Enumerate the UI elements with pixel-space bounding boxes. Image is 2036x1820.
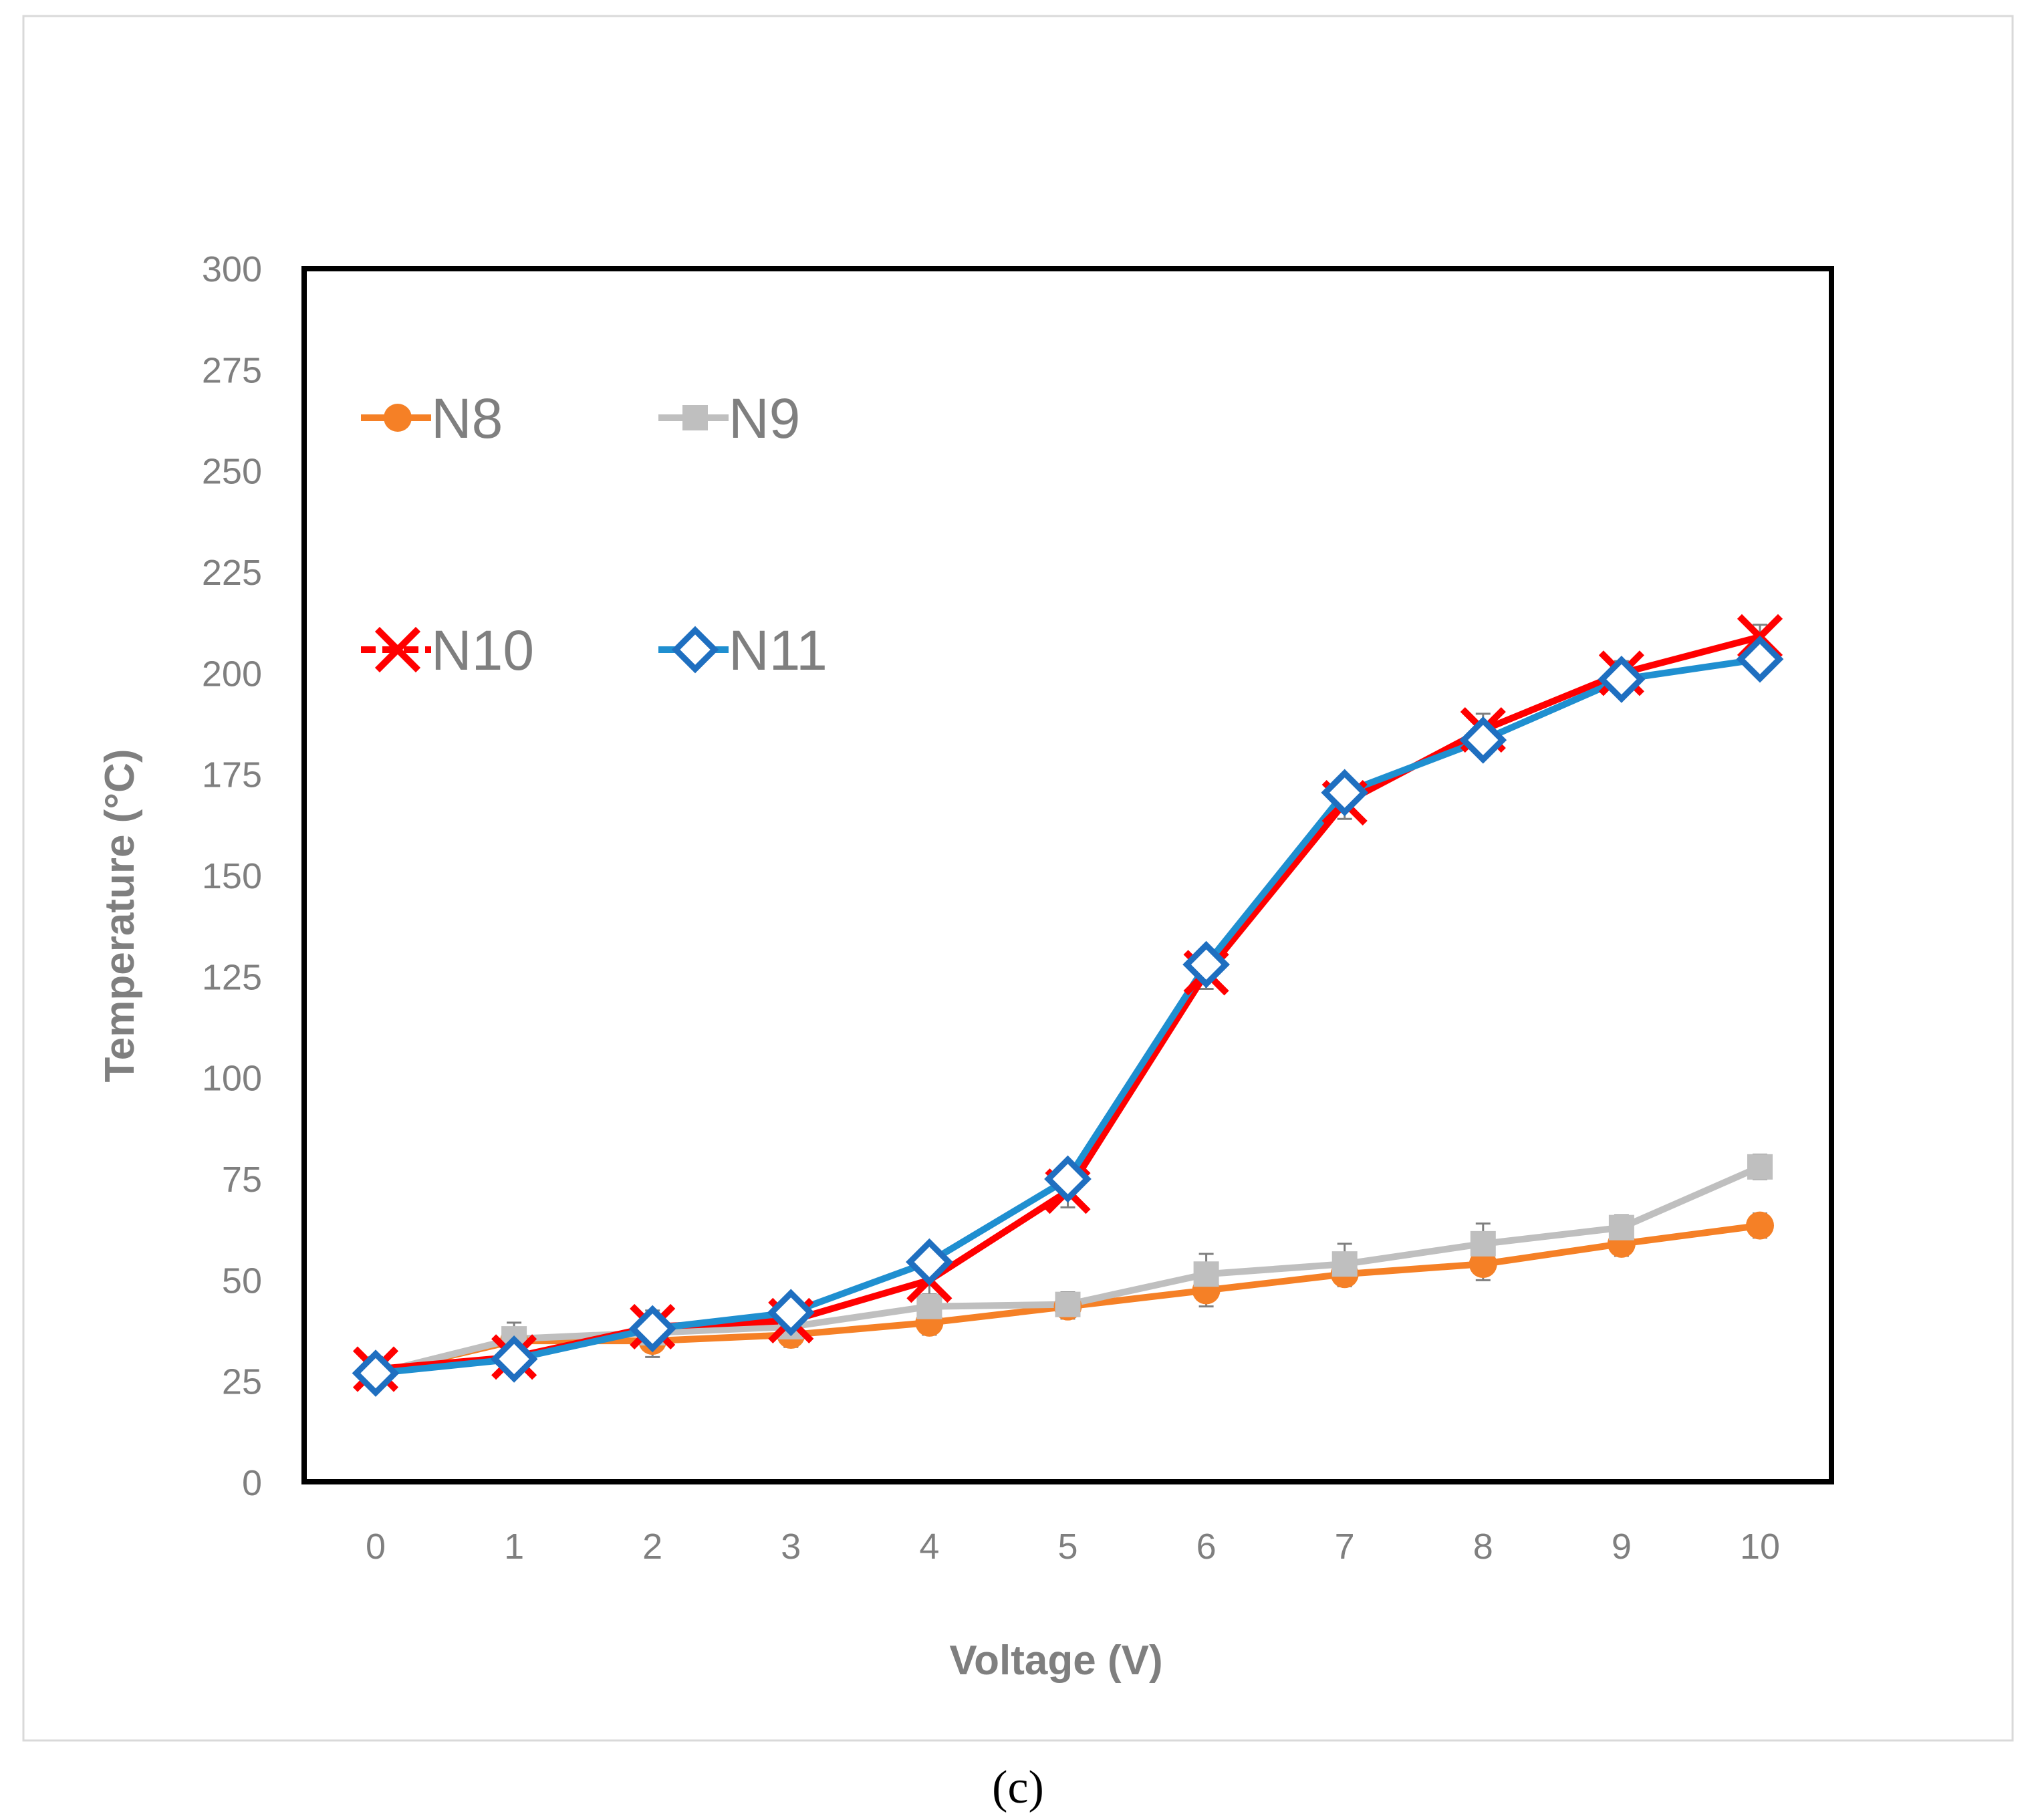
x-tick-label: 6 — [1196, 1527, 1217, 1567]
x-tick-label: 2 — [642, 1527, 662, 1567]
y-tick-label: 75 — [222, 1160, 262, 1200]
y-tick-label: 175 — [202, 755, 262, 795]
y-axis-ticks: 0 25 50 75 100 125 150 175 200 225 250 275 300 — [202, 249, 262, 1503]
x-tick-label: 9 — [1612, 1527, 1632, 1567]
data-point-n11 — [628, 1305, 676, 1353]
legend-marker-n10 — [374, 626, 421, 673]
data-point-n11 — [1459, 716, 1507, 764]
legend-marker-n9 — [682, 405, 708, 430]
legend-label-n9: N9 — [729, 387, 800, 450]
y-tick-label: 250 — [202, 452, 262, 492]
data-point-n11 — [1044, 1155, 1092, 1203]
x-axis-title: Voltage (V) — [949, 1638, 1162, 1684]
data-point-n9 — [1470, 1230, 1496, 1257]
legend-label-n11: N11 — [729, 619, 828, 682]
x-tick-label: 5 — [1057, 1527, 1077, 1567]
series-markers — [352, 614, 1784, 1397]
legend-label-n8: N8 — [431, 387, 503, 450]
data-point-n11 — [1598, 656, 1646, 703]
y-tick-label: 125 — [202, 957, 262, 997]
legend: N8 N9 N10 N11 — [361, 387, 828, 682]
y-tick-label: 200 — [202, 654, 262, 694]
figure-caption: (c) — [992, 1762, 1044, 1813]
data-point-n11 — [352, 1349, 400, 1397]
y-tick-label: 225 — [202, 553, 262, 593]
data-point-n9 — [1747, 1154, 1773, 1180]
data-point-n11 — [1182, 940, 1230, 989]
data-point-n9 — [916, 1293, 942, 1319]
x-tick-label: 4 — [919, 1527, 939, 1567]
data-point-n11 — [1736, 635, 1784, 683]
legend-marker-n8 — [384, 404, 412, 432]
x-tick-label: 8 — [1473, 1527, 1493, 1567]
data-point-n11 — [490, 1335, 538, 1383]
y-tick-label: 275 — [202, 350, 262, 390]
data-point-n9 — [1608, 1214, 1634, 1241]
data-point-n11 — [906, 1238, 953, 1286]
legend-label-n10: N10 — [431, 619, 534, 682]
y-tick-label: 300 — [202, 249, 262, 289]
data-point-n9 — [1193, 1261, 1219, 1287]
x-tick-label: 1 — [504, 1527, 524, 1567]
data-point-n11 — [1321, 769, 1369, 817]
data-point-n9 — [1331, 1251, 1358, 1277]
y-tick-label: 150 — [202, 856, 262, 896]
data-point-n8 — [1746, 1211, 1774, 1240]
x-tick-label: 10 — [1740, 1527, 1780, 1567]
data-point-n11 — [767, 1289, 815, 1337]
x-axis-ticks: 0 1 2 3 4 5 6 7 8 9 10 — [366, 1527, 1780, 1567]
y-axis-title: Temperature (°C) — [97, 749, 143, 1082]
legend-marker-n11 — [671, 626, 719, 674]
y-tick-label: 0 — [242, 1463, 262, 1503]
y-tick-label: 100 — [202, 1059, 262, 1099]
x-tick-label: 3 — [781, 1527, 801, 1567]
x-tick-label: 7 — [1335, 1527, 1355, 1567]
y-tick-label: 50 — [222, 1261, 262, 1301]
x-tick-label: 0 — [366, 1527, 386, 1567]
data-point-n8 — [1469, 1250, 1497, 1279]
data-point-n9 — [1055, 1291, 1081, 1317]
plot-area-border — [301, 266, 1834, 1484]
y-tick-label: 25 — [222, 1362, 262, 1402]
